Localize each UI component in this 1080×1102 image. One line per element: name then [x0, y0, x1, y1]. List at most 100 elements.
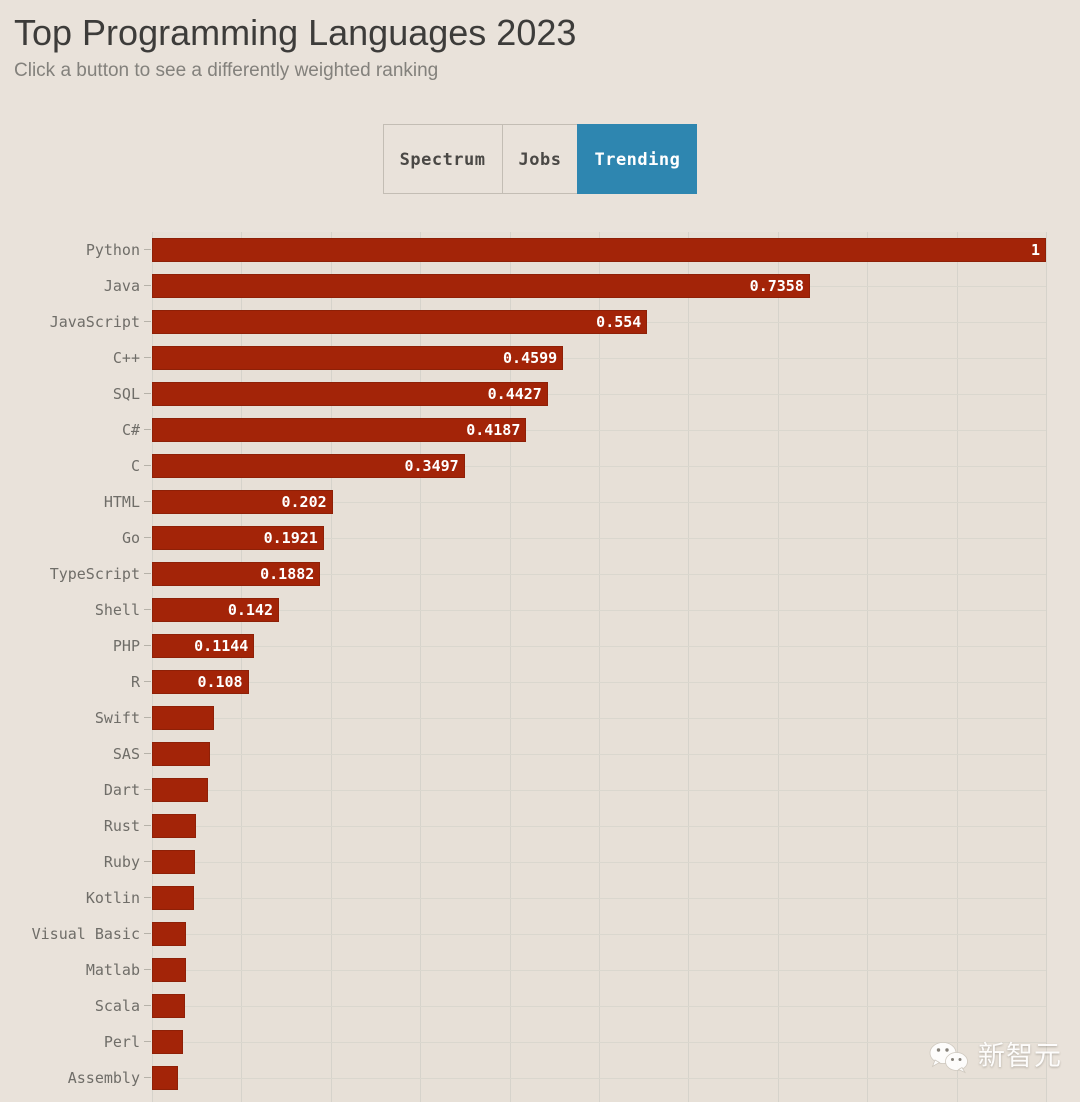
bar-value-label: 0.142: [227, 601, 273, 619]
axis-tick: [144, 573, 151, 574]
bar-row: TypeScript 0.1882: [0, 556, 1080, 592]
bar-category-label: Matlab: [85, 961, 140, 979]
axis-tick: [144, 753, 151, 754]
bar-category-label: Swift: [94, 709, 140, 727]
axis-tick: [144, 321, 151, 322]
bar-category-label: Kotlin: [85, 889, 140, 907]
ranking-button-trending[interactable]: Trending: [577, 124, 698, 194]
bar-row: PHP 0.1144: [0, 628, 1080, 664]
bar-row: SAS: [0, 736, 1080, 772]
page-subtitle: Click a button to see a differently weig…: [14, 60, 439, 81]
bar-category-label: Assembly: [67, 1069, 140, 1087]
bar: [152, 418, 527, 442]
bar: [152, 1066, 179, 1090]
bar-row: Go 0.1921: [0, 520, 1080, 556]
bar-row: Shell 0.142: [0, 592, 1080, 628]
bar: [152, 814, 197, 838]
bar: [152, 742, 210, 766]
bar: [152, 526, 324, 550]
bar-value-label: 0.554: [596, 313, 642, 331]
bar-category-label: R: [130, 673, 140, 691]
axis-tick: [144, 861, 151, 862]
bar-category-label: C++: [112, 349, 140, 367]
bar-value-label: 0.1921: [263, 529, 318, 547]
bar-value-label: 0.1882: [260, 565, 315, 583]
bar-category-label: Scala: [94, 997, 140, 1015]
bar: [152, 886, 195, 910]
bar-category-label: Ruby: [103, 853, 140, 871]
bar-category-label: Dart: [103, 781, 140, 799]
axis-tick: [144, 357, 151, 358]
bar-row: Java 0.7358: [0, 268, 1080, 304]
bar: [152, 238, 1046, 262]
bar-category-label: JavaScript: [49, 313, 140, 331]
bar-category-label: Rust: [103, 817, 140, 835]
bar-value-label: 0.7358: [749, 277, 804, 295]
axis-tick: [144, 933, 151, 934]
bar-category-label: Perl: [103, 1033, 140, 1051]
bar-category-label: C#: [121, 421, 140, 439]
axis-tick: [144, 537, 151, 538]
bar-value-label: 0.202: [281, 493, 327, 511]
bar-row: R 0.108: [0, 664, 1080, 700]
bar-row: Assembly: [0, 1060, 1080, 1096]
bar: [152, 598, 279, 622]
axis-tick: [144, 285, 151, 286]
bar: [152, 346, 564, 370]
bar-category-label: PHP: [112, 637, 140, 655]
bar: [152, 274, 810, 298]
bar: [152, 382, 548, 406]
watermark: 新智元: [928, 1040, 1062, 1074]
bar-value-label: 0.4427: [487, 385, 542, 403]
bar: [152, 850, 196, 874]
bar-category-label: Python: [85, 241, 140, 259]
bar-row: Matlab: [0, 952, 1080, 988]
bar-row: C 0.3497: [0, 448, 1080, 484]
axis-tick: [144, 1005, 151, 1006]
ranking-button-group: Spectrum Jobs Trending: [382, 124, 698, 194]
bar-category-label: C: [130, 457, 140, 475]
bar-row: Visual Basic: [0, 916, 1080, 952]
bar-row: Kotlin: [0, 880, 1080, 916]
bar: [152, 634, 255, 658]
bar-row: C++ 0.4599: [0, 340, 1080, 376]
bar: [152, 454, 465, 478]
bar-category-label: TypeScript: [49, 565, 140, 583]
axis-tick: [144, 681, 151, 682]
axis-tick: [144, 393, 151, 394]
axis-tick: [144, 717, 151, 718]
bar-row: Dart: [0, 772, 1080, 808]
bar: [152, 1030, 183, 1054]
axis-tick: [144, 897, 151, 898]
bar-category-label: Shell: [94, 601, 140, 619]
bar-value-label: 0.108: [197, 673, 243, 691]
axis-tick: [144, 789, 151, 790]
bar: [152, 310, 648, 334]
bar: [152, 958, 186, 982]
bar-category-label: HTML: [103, 493, 140, 511]
ranking-button-jobs[interactable]: Jobs: [501, 124, 579, 194]
bar: [152, 670, 249, 694]
bar-value-label: 0.4187: [466, 421, 521, 439]
axis-tick: [144, 609, 151, 610]
bar-category-label: SQL: [112, 385, 140, 403]
axis-tick: [144, 501, 151, 502]
axis-tick: [144, 969, 151, 970]
page-header: Top Programming Languages 2023 Click a b…: [0, 0, 1080, 84]
bar-row: HTML 0.202: [0, 484, 1080, 520]
axis-tick: [144, 1077, 151, 1078]
bar-category-label: Visual Basic: [31, 925, 140, 943]
axis-tick: [144, 1041, 151, 1042]
bar: [152, 490, 333, 514]
bar: [152, 706, 215, 730]
ranking-button-spectrum[interactable]: Spectrum: [382, 124, 503, 194]
bar-row: SQL 0.4427: [0, 376, 1080, 412]
page-title: Top Programming Languages 2023: [14, 12, 577, 53]
watermark-text: 新智元: [978, 1041, 1062, 1072]
bar: [152, 994, 185, 1018]
bar-category-label: SAS: [112, 745, 140, 763]
axis-tick: [144, 429, 151, 430]
bar-row: Scala: [0, 988, 1080, 1024]
bar: [152, 922, 187, 946]
